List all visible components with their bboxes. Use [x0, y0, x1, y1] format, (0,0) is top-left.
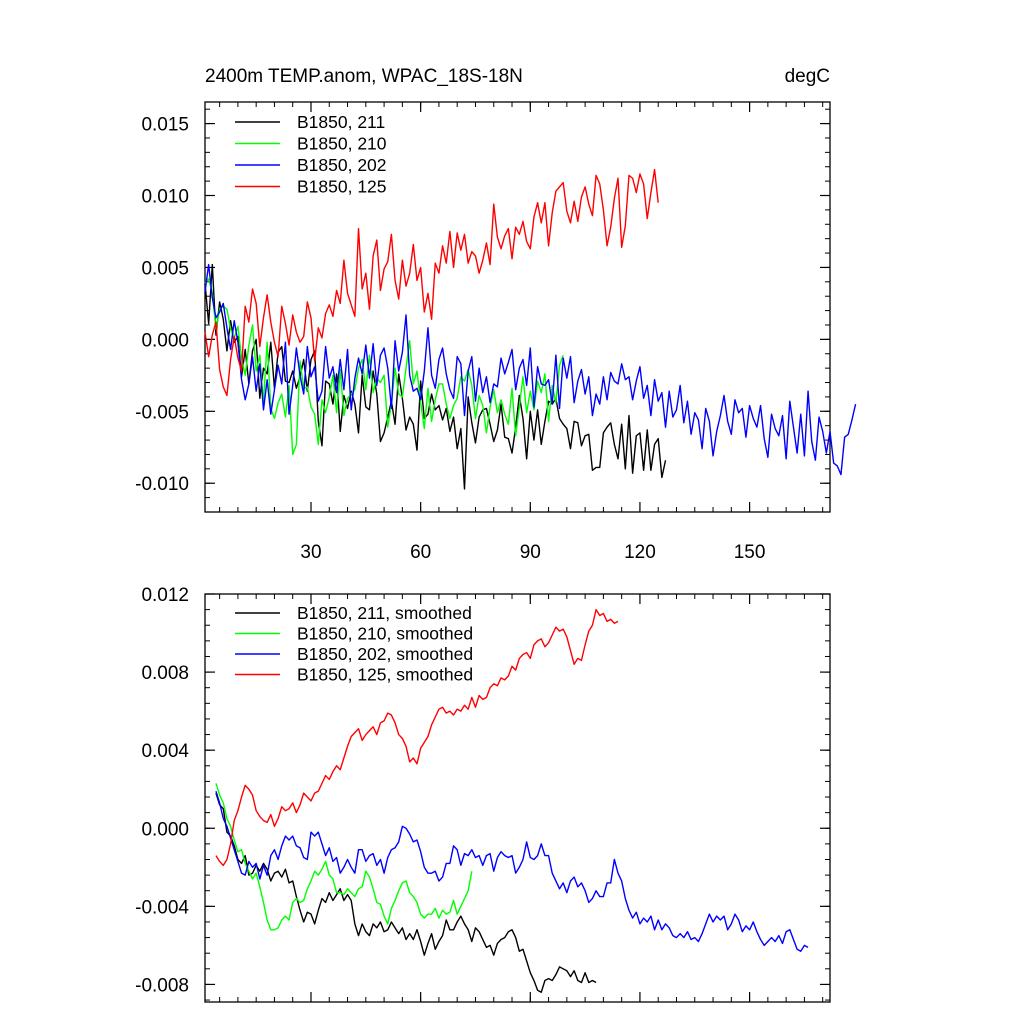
x-tick-label: 60 [410, 542, 431, 563]
plot-frame [204, 101, 831, 513]
y-tick-label: -0.005 [135, 402, 189, 423]
y-tick-label: 0.008 [141, 663, 189, 684]
series-line-4 [215, 608, 619, 867]
series-line-2 [215, 783, 473, 931]
plot-frame [204, 593, 831, 1003]
chart-title: 2400m TEMP.anom, WPAC_18S-18N [205, 66, 523, 87]
legend-label-3: B1850, 202, smoothed [297, 644, 473, 664]
x-tick-label: 150 [734, 542, 766, 563]
legend-label-1: B1850, 211 [297, 112, 385, 132]
y-tick-label: 0.000 [141, 819, 189, 840]
legend-label-4: B1850, 125 [297, 177, 387, 197]
legend-label-4: B1850, 125, smoothed [297, 665, 473, 685]
y-tick-label: 0.015 [141, 115, 189, 136]
legend-label-3: B1850, 202 [297, 155, 387, 175]
series-line-3 [204, 263, 857, 476]
y-tick-label: 0.012 [141, 585, 189, 606]
series-line-3 [215, 790, 809, 952]
y-tick-label: 0.000 [141, 330, 189, 351]
y-tick-label: -0.004 [135, 897, 189, 918]
series-line-2 [204, 278, 564, 456]
y-tick-label: 0.004 [141, 741, 189, 762]
chart-panel-1: -0.010 -0.005 0.000 0.005 0.010 0.015 30 60 90 12… [135, 66, 857, 563]
legend-label-1: B1850, 211, smoothed [297, 603, 472, 623]
y-tick-label: -0.010 [135, 474, 189, 495]
chart-panel-2: -0.008 -0.004 0.000 0.004 0.008 0.012 B1850, 2… [135, 585, 831, 1003]
x-tick-label: 30 [300, 542, 321, 563]
legend-label-2: B1850, 210 [297, 134, 387, 154]
series-line-4 [204, 168, 659, 397]
y-tick-label: 0.005 [141, 258, 189, 279]
x-tick-label: 120 [624, 542, 656, 563]
y-tick-label: 0.010 [141, 187, 189, 208]
y-tick-label: -0.008 [135, 975, 189, 996]
series-line-1 [204, 263, 667, 490]
series-line-1 [215, 792, 597, 993]
chart-units: degC [785, 66, 830, 87]
legend-label-2: B1850, 210, smoothed [297, 624, 473, 644]
x-tick-label: 90 [520, 542, 541, 563]
